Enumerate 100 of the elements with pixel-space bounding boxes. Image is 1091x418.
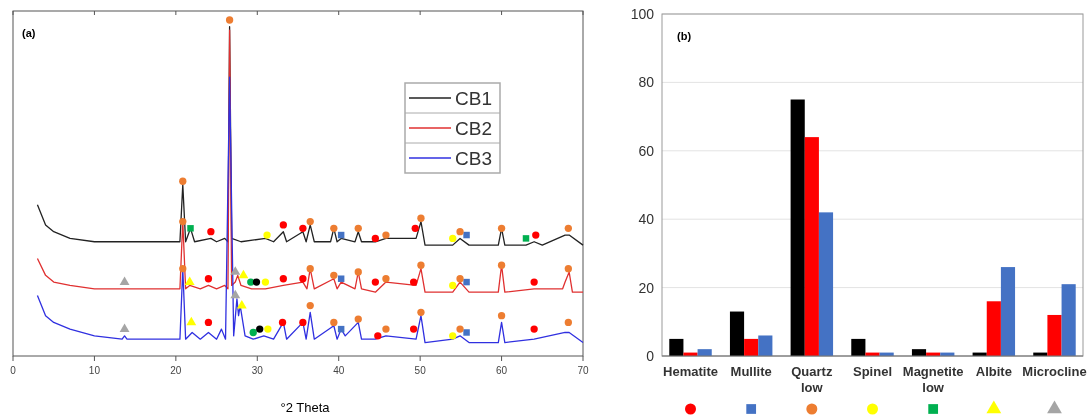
point xyxy=(456,228,464,236)
point xyxy=(330,318,338,327)
point xyxy=(564,264,572,273)
point xyxy=(249,328,257,337)
point xyxy=(564,224,572,232)
point xyxy=(119,276,130,285)
bar xyxy=(758,335,773,356)
point xyxy=(238,269,249,279)
point xyxy=(409,278,418,286)
point xyxy=(278,318,287,327)
point xyxy=(463,231,470,239)
point xyxy=(204,275,213,283)
point xyxy=(225,16,234,24)
point xyxy=(417,261,425,269)
bar xyxy=(986,301,1001,356)
point xyxy=(497,312,506,320)
point xyxy=(256,325,264,333)
point xyxy=(330,271,338,280)
legend-label: CB1 xyxy=(455,88,492,109)
x-tick-label: Microcline xyxy=(1022,364,1087,379)
point xyxy=(411,224,419,232)
point xyxy=(263,231,271,239)
point xyxy=(179,177,187,185)
point xyxy=(456,275,464,283)
point xyxy=(204,318,213,327)
bar xyxy=(729,311,745,356)
bar xyxy=(1047,314,1062,356)
x-axis-title: °2 Theta xyxy=(280,400,331,415)
bar xyxy=(744,338,759,356)
point xyxy=(279,275,287,283)
point xyxy=(382,275,390,283)
point xyxy=(179,217,187,226)
point xyxy=(184,276,195,285)
x-tick-label: 50 xyxy=(414,365,427,376)
point xyxy=(409,325,418,333)
point xyxy=(207,228,215,236)
bar xyxy=(669,338,684,356)
point xyxy=(497,261,506,269)
point xyxy=(186,316,197,326)
point xyxy=(564,318,572,327)
x-tick-label: Hematite xyxy=(663,364,718,379)
bar xyxy=(1061,284,1076,356)
y-tick-label: 100 xyxy=(630,6,655,22)
point xyxy=(354,315,362,323)
point xyxy=(463,329,470,336)
y-tick-label: 80 xyxy=(638,74,655,91)
x-tick-label: Spinel xyxy=(852,364,893,379)
point xyxy=(179,264,187,273)
x-tick-label: 20 xyxy=(170,365,182,376)
y-tick-label: 60 xyxy=(638,142,655,159)
bar xyxy=(818,212,834,356)
point xyxy=(230,289,241,299)
point xyxy=(261,278,270,286)
point xyxy=(522,235,530,242)
point xyxy=(299,318,307,327)
point xyxy=(382,231,390,239)
x-tick-label: 30 xyxy=(251,365,264,376)
x-tick-label: 70 xyxy=(577,365,589,376)
point xyxy=(337,275,345,282)
point xyxy=(264,325,272,333)
point xyxy=(417,214,425,222)
point xyxy=(371,234,380,243)
point xyxy=(497,224,506,232)
point xyxy=(279,221,287,229)
x-tick-label: Mullite xyxy=(730,364,772,379)
annotation: (a) xyxy=(22,27,36,39)
y-tick-label: 0 xyxy=(646,348,655,364)
point xyxy=(299,275,307,283)
bar xyxy=(804,137,819,356)
point xyxy=(306,264,314,273)
point xyxy=(252,278,261,286)
x-tick-label: Albite xyxy=(975,364,1012,379)
bar xyxy=(1000,267,1016,356)
point xyxy=(354,268,362,276)
point xyxy=(306,217,314,226)
point xyxy=(354,224,362,232)
legend-label: CB2 xyxy=(455,118,492,139)
x-tick-label: 10 xyxy=(88,365,101,376)
point xyxy=(236,299,247,309)
point xyxy=(119,323,130,332)
point xyxy=(187,225,194,232)
point xyxy=(230,266,241,275)
point xyxy=(374,332,382,340)
point xyxy=(530,278,538,286)
point xyxy=(463,278,470,286)
x-tick-label: 40 xyxy=(333,365,345,376)
annotation: (b) xyxy=(677,30,692,42)
point xyxy=(330,224,338,232)
x-tick-label: 60 xyxy=(496,365,508,376)
bar xyxy=(790,99,805,356)
legend-label: CB3 xyxy=(455,148,492,169)
point xyxy=(456,325,464,333)
point xyxy=(449,234,457,243)
point xyxy=(371,278,380,286)
y-tick-label: 40 xyxy=(638,211,655,228)
x-tick-label: 0 xyxy=(10,365,17,376)
point xyxy=(417,308,425,316)
point xyxy=(530,325,538,333)
bar xyxy=(851,338,866,356)
point xyxy=(299,224,307,232)
